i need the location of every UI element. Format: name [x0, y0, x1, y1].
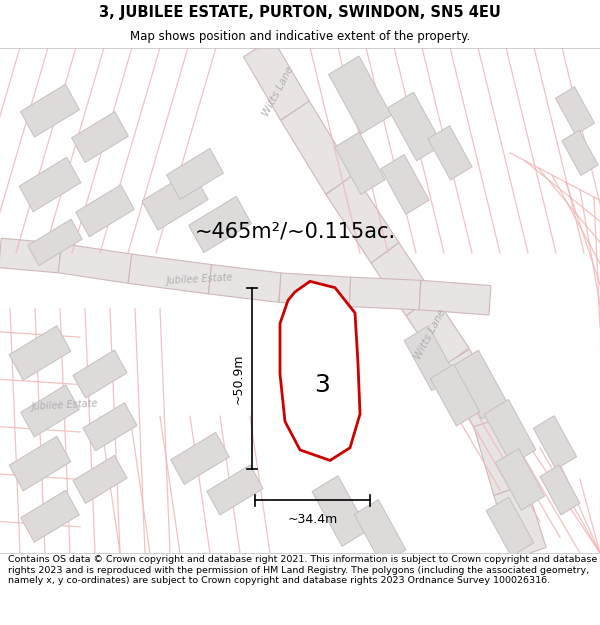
Polygon shape — [279, 273, 351, 307]
Polygon shape — [128, 254, 212, 294]
Polygon shape — [171, 432, 229, 484]
Polygon shape — [167, 148, 223, 199]
Polygon shape — [71, 111, 128, 162]
Text: Contains OS data © Crown copyright and database right 2021. This information is : Contains OS data © Crown copyright and d… — [8, 555, 597, 585]
Polygon shape — [0, 238, 61, 273]
Polygon shape — [556, 87, 595, 135]
Polygon shape — [19, 157, 81, 212]
Polygon shape — [28, 219, 82, 266]
Polygon shape — [73, 456, 127, 503]
Polygon shape — [540, 465, 580, 515]
Polygon shape — [496, 449, 545, 510]
Text: ~50.9m: ~50.9m — [232, 353, 245, 404]
Polygon shape — [349, 277, 421, 310]
Text: ~465m²/~0.115ac.: ~465m²/~0.115ac. — [194, 222, 395, 242]
Polygon shape — [335, 132, 385, 194]
Polygon shape — [280, 281, 360, 461]
Text: Jubilee Estate: Jubilee Estate — [166, 272, 233, 286]
Text: Map shows position and indicative extent of the property.: Map shows position and indicative extent… — [130, 29, 470, 42]
Polygon shape — [452, 350, 508, 419]
Text: 3, JUBILEE ESTATE, PURTON, SWINDON, SN5 4EU: 3, JUBILEE ESTATE, PURTON, SWINDON, SN5 … — [99, 6, 501, 21]
Polygon shape — [474, 416, 526, 495]
Polygon shape — [208, 264, 281, 302]
Polygon shape — [419, 281, 491, 315]
Polygon shape — [428, 126, 472, 180]
Polygon shape — [312, 476, 368, 546]
Polygon shape — [354, 499, 406, 564]
Polygon shape — [20, 84, 80, 137]
Polygon shape — [58, 244, 132, 283]
Polygon shape — [188, 196, 251, 252]
Polygon shape — [76, 185, 134, 237]
Polygon shape — [486, 497, 534, 556]
Polygon shape — [9, 326, 71, 380]
Text: Witts Lane: Witts Lane — [260, 65, 295, 118]
Polygon shape — [244, 38, 310, 120]
Text: Witts Lane: Witts Lane — [413, 308, 448, 361]
Polygon shape — [494, 484, 546, 559]
Polygon shape — [406, 295, 469, 369]
Polygon shape — [562, 130, 598, 176]
Polygon shape — [207, 465, 263, 515]
Polygon shape — [329, 56, 391, 134]
Polygon shape — [430, 364, 479, 426]
Polygon shape — [484, 399, 536, 464]
Polygon shape — [21, 385, 79, 437]
Polygon shape — [388, 92, 442, 161]
Polygon shape — [326, 174, 399, 263]
Text: 3: 3 — [314, 372, 330, 397]
Text: ~34.4m: ~34.4m — [287, 513, 338, 526]
Polygon shape — [533, 416, 577, 469]
Polygon shape — [281, 101, 355, 194]
Polygon shape — [404, 326, 456, 391]
Polygon shape — [440, 349, 505, 431]
Polygon shape — [381, 154, 429, 214]
Polygon shape — [142, 171, 208, 230]
Polygon shape — [21, 490, 79, 542]
Polygon shape — [73, 350, 127, 398]
Polygon shape — [371, 242, 434, 316]
Polygon shape — [83, 402, 137, 451]
Text: Jubilee Estate: Jubilee Estate — [31, 399, 98, 412]
Polygon shape — [9, 436, 71, 491]
